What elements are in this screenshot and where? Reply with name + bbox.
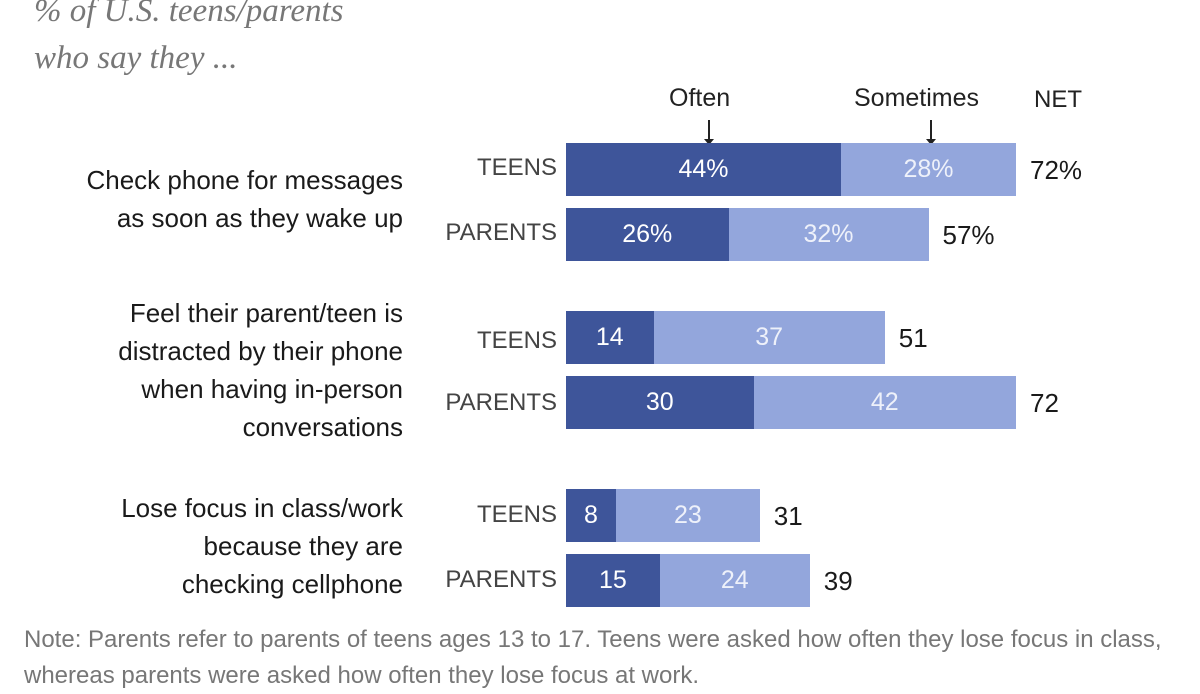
bar-row: 8 23 31 bbox=[566, 489, 803, 542]
question-line: because they are bbox=[203, 531, 403, 561]
bar-sometimes: 42 bbox=[753, 376, 1016, 429]
bar-often-label: 44% bbox=[678, 155, 729, 183]
net-value: 72% bbox=[1030, 155, 1083, 185]
row-label-teens: TEENS bbox=[476, 327, 557, 354]
row-label-parents: PARENTS bbox=[445, 219, 557, 246]
bar-sometimes-label: 24 bbox=[720, 566, 749, 594]
question-label-lose-focus: Lose focus in class/work because they ar… bbox=[121, 489, 403, 603]
subtitle-line-2: who say they ... bbox=[34, 40, 238, 76]
bar-sometimes: 28% bbox=[841, 143, 1016, 196]
question-line: as soon as they wake up bbox=[116, 203, 403, 233]
bar-row: 30 42 72 bbox=[566, 376, 1059, 429]
bar-sometimes-label: 37 bbox=[755, 323, 784, 351]
net-value: 72 bbox=[1030, 388, 1059, 418]
header-net: NET bbox=[1034, 86, 1082, 113]
bar-row: 26% 32% 57% bbox=[566, 208, 995, 261]
bar-often: 44% bbox=[566, 143, 841, 196]
header-often: Often bbox=[669, 84, 731, 112]
question-line: distracted by their phone bbox=[118, 336, 403, 366]
bar-row: 44% 28% 72% bbox=[566, 143, 1082, 196]
net-value: 57% bbox=[942, 220, 995, 250]
bar-sometimes-label: 28% bbox=[903, 155, 954, 183]
question-line: when having in-person bbox=[141, 374, 403, 404]
bar-sometimes-label: 23 bbox=[673, 501, 702, 529]
bar-often: 26% bbox=[566, 208, 729, 261]
bar-sometimes: 32% bbox=[728, 208, 929, 261]
bar-often-label: 15 bbox=[598, 566, 627, 594]
row-label-teens: TEENS bbox=[476, 154, 557, 181]
header-sometimes: Sometimes bbox=[854, 84, 980, 112]
row-label-parents: PARENTS bbox=[445, 389, 557, 416]
net-value: 31 bbox=[773, 501, 803, 531]
bar-often: 8 bbox=[566, 489, 616, 542]
bar-sometimes: 37 bbox=[653, 311, 885, 364]
bar-often-label: 14 bbox=[595, 323, 624, 351]
row-label-parents: PARENTS bbox=[445, 566, 557, 593]
bar-sometimes-label: 42 bbox=[870, 388, 899, 416]
bar-often: 15 bbox=[566, 554, 660, 607]
question-line: Check phone for messages bbox=[86, 165, 403, 195]
bar-often: 14 bbox=[566, 311, 654, 364]
bar-often-label: 26% bbox=[622, 220, 673, 248]
bar-often-label: 8 bbox=[584, 501, 598, 529]
question-line: Feel their parent/teen is bbox=[129, 298, 403, 328]
bar-row: 15 24 39 bbox=[566, 554, 853, 607]
chart-note: Note: Parents refer to parents of teens … bbox=[24, 626, 1162, 689]
question-label-distracted: Feel their parent/teen is distracted by … bbox=[118, 294, 403, 446]
question-line: Lose focus in class/work bbox=[121, 493, 403, 523]
subtitle-line-1: % of U.S. teens/parents bbox=[34, 0, 344, 29]
bar-sometimes: 24 bbox=[659, 554, 810, 607]
net-value: 51 bbox=[898, 323, 928, 353]
question-label-wake-up: Check phone for messages as soon as they… bbox=[86, 161, 403, 237]
bar-row: 14 37 51 bbox=[566, 311, 928, 364]
often-arrow-icon bbox=[704, 120, 714, 145]
sometimes-arrow-icon bbox=[926, 120, 936, 145]
row-label-teens: TEENS bbox=[476, 501, 557, 528]
bar-often: 30 bbox=[566, 376, 754, 429]
question-line: conversations bbox=[242, 412, 403, 442]
bar-sometimes: 23 bbox=[616, 489, 760, 542]
chart-subtitle: % of U.S. teens/parents who say they ... bbox=[34, 0, 554, 82]
question-line: checking cellphone bbox=[181, 569, 403, 599]
net-value: 39 bbox=[823, 566, 853, 596]
bar-often-label: 30 bbox=[645, 388, 674, 416]
bar-sometimes-label: 32% bbox=[803, 220, 854, 248]
